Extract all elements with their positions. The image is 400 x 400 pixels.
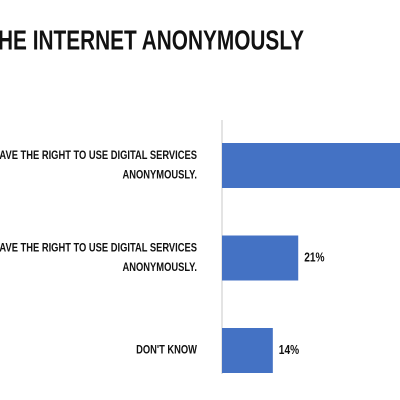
category-label: AVE THE RIGHT TO USE DIGITAL SERVICES (0, 241, 197, 254)
value-label: 21% (304, 250, 325, 264)
category-label: ANONYMOUSLY. (123, 168, 197, 181)
bar (222, 235, 299, 281)
category-label: AVE THE RIGHT TO USE DIGITAL SERVICES (0, 149, 197, 162)
bar (222, 143, 400, 188)
value-label: 14% (279, 343, 300, 357)
category-label: DON'T KNOW (136, 344, 198, 357)
category-label: ANONYMOUSLY. (123, 261, 197, 274)
chart-title: HE INTERNET ANONYMOUSLY (0, 24, 304, 55)
bar (222, 328, 273, 373)
